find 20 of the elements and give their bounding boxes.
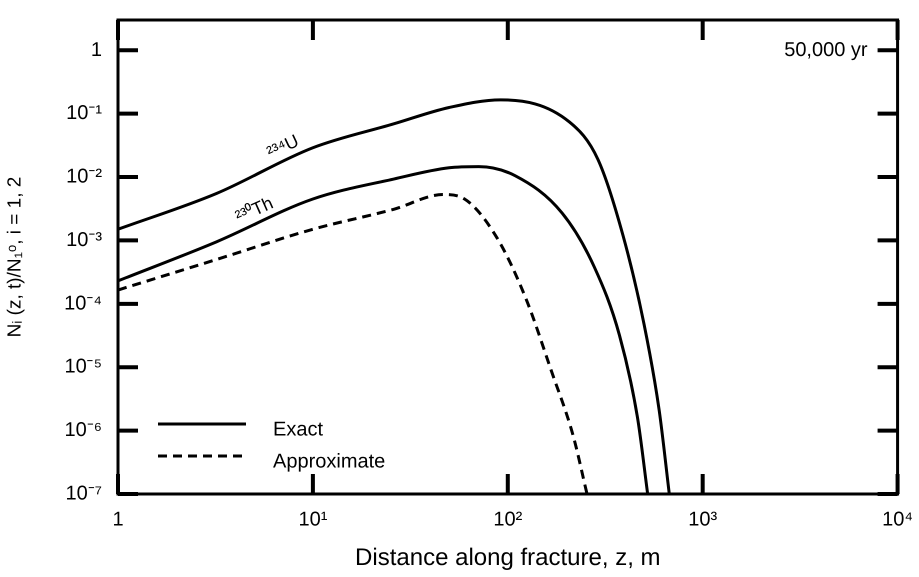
x-tick-label: 10²: [493, 508, 523, 531]
y-tick-label: 10⁻³: [66, 228, 102, 251]
x-axis-title: Distance along fracture, z, m: [355, 544, 661, 572]
y-tick-label: 1: [90, 38, 102, 61]
x-tick-label: 10¹: [298, 508, 328, 531]
legend-label: Approximate: [273, 450, 386, 473]
y-tick-label: 10⁻⁴: [64, 292, 102, 314]
x-tick-label: 10³: [688, 508, 718, 531]
y-tick-label: 10⁻⁶: [64, 419, 102, 442]
legend-label: Exact: [273, 418, 324, 441]
y-tick-label: 10⁻¹: [66, 102, 102, 124]
x-tick-label: 1: [112, 508, 124, 531]
x-tick-label: 10⁴: [882, 508, 913, 531]
y-tick-label: 10⁻⁵: [64, 356, 102, 378]
y-tick-label: 10⁻²: [66, 166, 102, 188]
annotation: ²³⁴U: [264, 130, 302, 163]
annotation: ²³⁰Th: [232, 192, 276, 227]
y-tick-label: 10⁻⁷: [66, 482, 102, 505]
annotation: 50,000 yr: [784, 38, 868, 61]
y-axis-title: Nᵢ (z, t)/N₁ᵒ, i = 1, 2: [4, 176, 26, 338]
